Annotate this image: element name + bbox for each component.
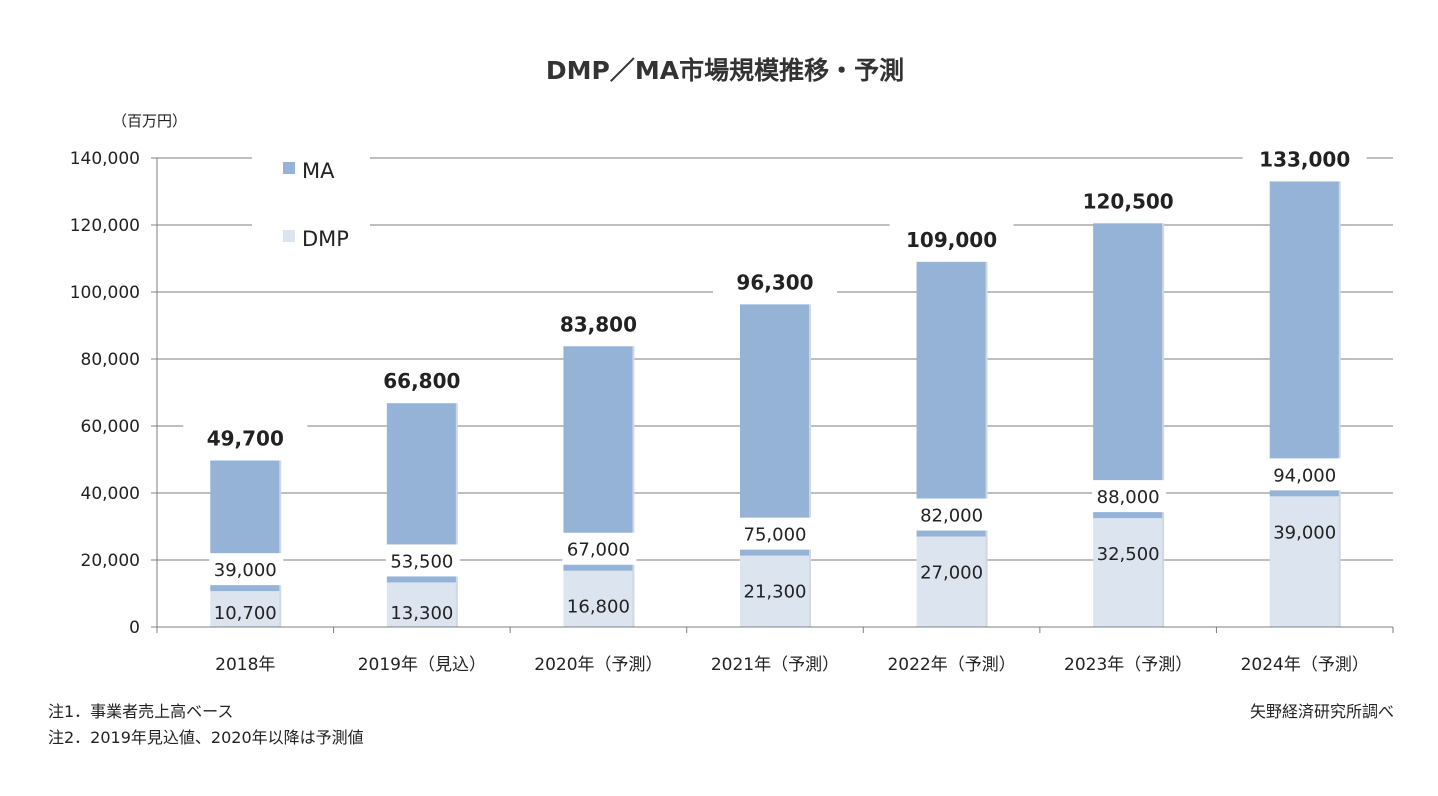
dmp-value-label: 10,700 <box>214 603 277 624</box>
y-tick-label: 60,000 <box>81 417 140 437</box>
x-category-label: 2019年（見込） <box>358 655 486 675</box>
x-category-label: 2023年（予測） <box>1064 655 1192 675</box>
ma-label-band <box>739 517 813 550</box>
ma-label-band <box>385 544 460 577</box>
bar-ma <box>1093 223 1164 519</box>
total-value-label: 83,800 <box>560 312 637 336</box>
total-value-label: 133,000 <box>1259 147 1350 171</box>
ma-label-band <box>562 532 637 565</box>
total-label-band <box>536 306 661 339</box>
ma-label-band <box>915 498 990 531</box>
ma-label-band <box>209 553 284 586</box>
legend-label: DMP <box>302 227 349 251</box>
bar-dmp <box>386 582 457 627</box>
total-value-label: 96,300 <box>736 270 813 294</box>
bar-dmp <box>1269 496 1340 627</box>
legend-swatch <box>283 230 295 242</box>
ma-value-label: 53,500 <box>390 551 453 572</box>
total-label-band <box>713 264 837 297</box>
dmp-value-label: 27,000 <box>920 563 983 584</box>
x-category-label: 2024年（予測） <box>1241 655 1369 675</box>
bar-ma <box>916 261 987 537</box>
y-tick-label: 20,000 <box>81 551 140 571</box>
legend: MA DMP <box>252 146 370 258</box>
ma-value-label: 82,000 <box>920 506 983 527</box>
dmp-value-label: 39,000 <box>1273 522 1336 543</box>
total-value-label: 120,500 <box>1083 189 1174 213</box>
ma-value-label: 39,000 <box>214 560 277 581</box>
ma-value-label: 94,000 <box>1273 465 1336 486</box>
legend-background <box>252 146 370 258</box>
legend-swatch <box>283 162 295 174</box>
data-labels: 10,700 39,000 49,700 2018年 13,300 53,500 66,80… <box>183 141 1369 675</box>
bar-ma <box>740 304 810 556</box>
y-tick-label: 100,000 <box>70 283 140 303</box>
total-label-band <box>183 420 308 453</box>
total-value-label: 109,000 <box>906 228 997 252</box>
x-category-label: 2018年 <box>215 655 275 675</box>
stacked-bar-chart: DMP／MA市場規模推移・予測 （百万円） 0 20,000 40,000 60,00… <box>70 56 1394 675</box>
legend-label: MA <box>302 159 335 183</box>
x-category-label: 2020年（予測） <box>534 655 662 675</box>
total-label-band <box>1066 183 1191 216</box>
y-tick-label: 0 <box>129 618 140 638</box>
y-tick-label: 120,000 <box>70 216 140 236</box>
bar-dmp <box>1093 518 1164 627</box>
y-tick-label: 140,000 <box>70 149 140 169</box>
dmp-value-label: 16,800 <box>567 597 630 618</box>
chart-title: DMP／MA市場規模推移・予測 <box>546 56 904 85</box>
ma-label-band <box>1092 480 1167 513</box>
bar-dmp <box>563 570 634 627</box>
y-axis-unit-label: （百万円） <box>112 112 187 130</box>
x-category-label: 2021年（予測） <box>711 655 839 675</box>
total-label-band <box>359 363 484 396</box>
dmp-value-label: 32,500 <box>1097 544 1160 565</box>
total-label-band <box>1242 141 1367 174</box>
bar-dmp <box>916 536 987 627</box>
dmp-value-label: 21,300 <box>744 582 807 603</box>
ma-value-label: 75,000 <box>744 525 807 546</box>
ma-value-label: 67,000 <box>567 540 630 561</box>
source-note: 矢野経済研究所調べ <box>1249 702 1394 721</box>
bars <box>210 181 1341 627</box>
y-tick-label: 80,000 <box>81 350 140 370</box>
ma-label-band <box>1268 458 1343 491</box>
total-value-label: 49,700 <box>207 427 284 451</box>
ma-value-label: 88,000 <box>1097 487 1160 508</box>
x-category-label: 2022年（予測） <box>887 655 1015 675</box>
note-2: 注2．2019年見込値、2020年以降は予測値 <box>48 728 364 747</box>
y-tick-label: 40,000 <box>81 484 140 504</box>
total-label-band <box>889 221 1014 254</box>
total-value-label: 66,800 <box>383 369 460 393</box>
bar-dmp <box>210 591 281 627</box>
note-1: 注1．事業者売上高ベース <box>48 702 234 721</box>
dmp-value-label: 13,300 <box>390 603 453 624</box>
axes: 0 20,000 40,000 60,000 80,000 100,000 120,000 1… <box>70 149 1394 638</box>
bar-ma <box>1269 181 1340 497</box>
bar-dmp <box>740 555 810 627</box>
